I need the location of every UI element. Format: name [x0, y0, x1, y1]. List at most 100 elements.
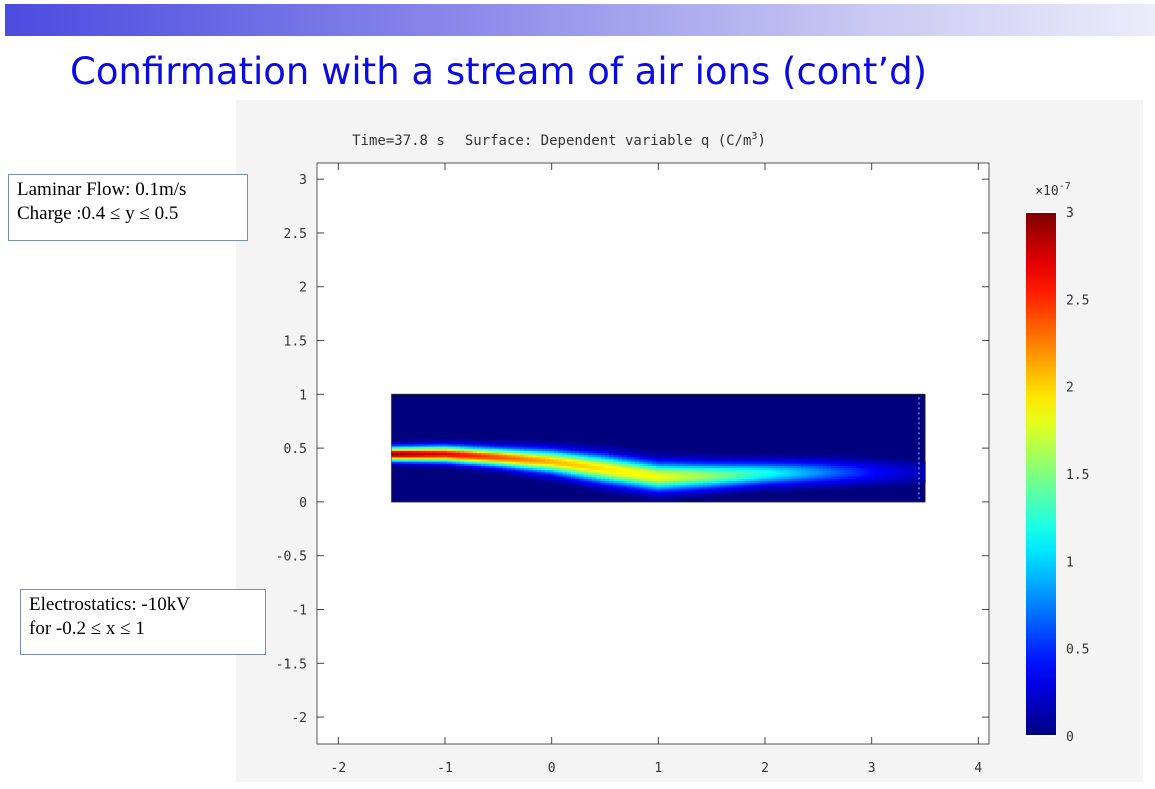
heatmap-cell [596, 467, 602, 471]
heatmap-cell [596, 480, 602, 484]
heatmap-cell [660, 456, 666, 460]
heatmap-cell [605, 458, 610, 462]
heatmap-cell [536, 461, 542, 464]
heatmap-cell [733, 461, 738, 464]
heatmap-cell [626, 471, 632, 475]
heatmap-cell [784, 456, 790, 460]
heatmap-cell [570, 450, 576, 454]
heatmap-cell [562, 450, 568, 454]
heatmap-cell [831, 471, 836, 475]
heatmap-cell [882, 467, 888, 471]
heatmap-cell [523, 450, 529, 454]
heatmap-cell [724, 461, 730, 464]
heatmap-cell [686, 482, 691, 486]
heatmap-cell [865, 461, 871, 464]
heatmap-cell [707, 478, 713, 481]
heatmap-cell [566, 480, 572, 484]
heatmap-cell [515, 463, 521, 466]
heatmap-cell [890, 471, 896, 475]
heatmap-cell [694, 480, 700, 484]
heatmap-cell [741, 463, 747, 466]
heatmap-cell [818, 469, 824, 473]
heatmap-cell [673, 491, 679, 494]
heatmap-cell [647, 489, 653, 492]
heatmap-cell [737, 491, 743, 494]
heatmap-cell [826, 458, 832, 462]
heatmap-cell [895, 463, 900, 466]
heatmap-cell [737, 461, 743, 464]
heatmap-cell [673, 480, 679, 484]
heatmap-cell [720, 458, 726, 462]
heatmap-cell [613, 480, 619, 484]
heatmap-cell [792, 454, 798, 458]
heatmap-cell [600, 452, 606, 456]
heatmap-cell [609, 484, 615, 488]
heatmap-cell [421, 456, 427, 460]
heatmap-cell [562, 473, 568, 477]
heatmap-cell [818, 465, 824, 469]
heatmap-cell [605, 476, 610, 479]
heatmap-cell [639, 461, 644, 464]
heatmap-cell [677, 463, 683, 466]
heatmap-cell [575, 450, 580, 454]
heatmap-cell [750, 478, 755, 481]
heatmap-cell [771, 482, 777, 486]
heatmap-cell [464, 461, 470, 464]
heatmap-cell [562, 441, 568, 445]
heatmap-cell [801, 473, 807, 477]
heatmap-cell [826, 473, 832, 477]
heatmap-cell [698, 473, 704, 477]
heatmap-cell [865, 456, 871, 460]
heatmap-cell [395, 445, 401, 449]
heatmap-cell [762, 456, 768, 460]
heatmap-cell [613, 476, 619, 479]
chart-title-surface: Surface: Dependent variable q (C/m [465, 133, 752, 149]
heatmap-cell [750, 465, 755, 469]
heatmap-cell [767, 467, 772, 471]
heatmap-cell [899, 469, 905, 473]
heatmap-cell [673, 484, 679, 488]
heatmap-cell [677, 469, 683, 473]
heatmap-cell [873, 478, 879, 481]
heatmap-cell [485, 465, 491, 469]
heatmap-cell [617, 480, 623, 484]
heatmap-cell [622, 486, 627, 490]
heatmap-cell [413, 439, 418, 443]
heatmap-cell [515, 441, 521, 445]
heatmap-cell [498, 439, 504, 443]
heatmap-cell [711, 482, 717, 486]
heatmap-cell [698, 478, 704, 481]
heatmap-cell [805, 467, 811, 471]
heatmap-cell [609, 461, 615, 464]
heatmap-cell [835, 456, 841, 460]
heatmap-cell [404, 461, 410, 464]
heatmap-cell [609, 445, 615, 449]
heatmap-cell [728, 473, 734, 477]
heatmap-cell [626, 486, 632, 490]
heatmap-cell [575, 445, 580, 449]
heatmap-cell [485, 450, 491, 454]
heatmap-cell [575, 473, 580, 477]
heatmap-cell [758, 489, 764, 492]
heatmap-cell [814, 463, 819, 466]
heatmap-cell [797, 482, 802, 486]
heatmap-cell [592, 467, 598, 471]
heatmap-cell [741, 467, 747, 471]
heatmap-cell [916, 478, 922, 481]
heatmap-cell [878, 484, 883, 488]
heatmap-cell [750, 456, 755, 460]
heatmap-cell [762, 480, 768, 484]
heatmap-cell [430, 454, 435, 458]
heatmap-cell [839, 486, 845, 490]
heatmap-cell [886, 463, 892, 466]
heatmap-cell [869, 458, 875, 462]
heatmap-cell [587, 443, 593, 447]
heatmap-cell [583, 476, 589, 479]
heatmap-cell [566, 450, 572, 454]
heatmap-cell [873, 461, 879, 464]
heatmap-cell [762, 478, 768, 481]
heatmap-cell [826, 484, 832, 488]
heatmap-cell [779, 469, 785, 473]
heatmap-cell [545, 445, 551, 449]
heatmap-cell [579, 484, 585, 488]
